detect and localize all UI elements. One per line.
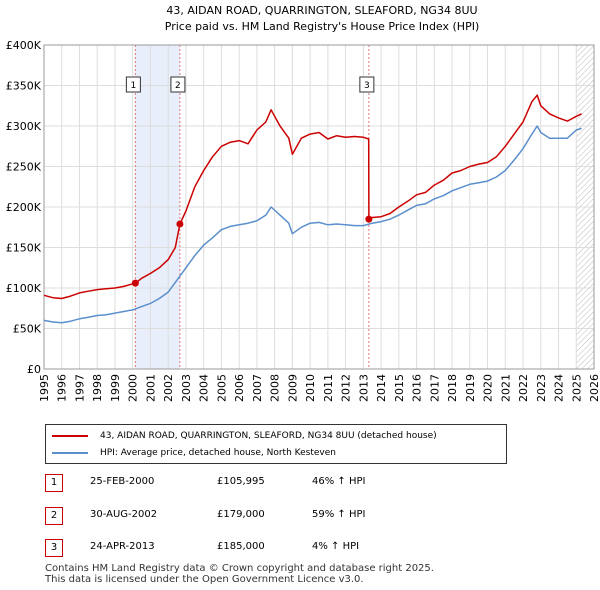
sale-point xyxy=(365,215,373,223)
price-chart: 43, AIDAN ROAD, QUARRINGTON, SLEAFORD, N… xyxy=(6,4,600,402)
sale-badge-label: 2 xyxy=(175,81,181,91)
sale-badge: 3 xyxy=(359,76,375,93)
sale-badge-label: 1 xyxy=(131,81,137,91)
y-tick-label: £150K xyxy=(6,242,42,255)
x-tick-label: 2010 xyxy=(304,374,317,402)
y-tick-label: £300K xyxy=(6,120,42,133)
x-tick-label: 2014 xyxy=(375,374,388,402)
x-tick-label: 2017 xyxy=(428,374,441,402)
x-tick-label: 2002 xyxy=(162,374,175,402)
x-tick-label: 2018 xyxy=(446,374,459,402)
chart-title: 43, AIDAN ROAD, QUARRINGTON, SLEAFORD, N… xyxy=(166,4,477,17)
x-tick-label: 2022 xyxy=(517,374,530,402)
legend-item-hpi: HPI: Average price, detached house, Nort… xyxy=(52,446,336,460)
x-tick-label: 2006 xyxy=(233,374,246,402)
x-tick-label: 2005 xyxy=(215,374,228,402)
transaction-price: £185,000 xyxy=(217,541,265,552)
y-tick-label: £350K xyxy=(6,80,42,93)
legend-label-property: 43, AIDAN ROAD, QUARRINGTON, SLEAFORD, N… xyxy=(100,431,437,441)
x-tick-label: 2008 xyxy=(269,374,282,402)
sale-point xyxy=(176,220,184,228)
plot-area: £0 £50K £100K £150K £200K £250K £300K £350K £400… xyxy=(6,39,600,402)
transaction-price: £105,995 xyxy=(217,476,265,487)
x-tick-label: 2025 xyxy=(570,374,583,402)
x-tick-label: 2026 xyxy=(588,374,600,402)
transaction-number: 3 xyxy=(45,539,63,557)
transaction-row: 3 24-APR-2013 £185,000 4% ↑ HPI xyxy=(45,539,405,557)
transaction-date: 24-APR-2013 xyxy=(90,541,155,552)
sale-point xyxy=(131,279,139,287)
x-tick-label: 1998 xyxy=(91,374,104,402)
x-tick-label: 1995 xyxy=(38,374,51,402)
x-tick-label: 2011 xyxy=(322,374,335,402)
x-tick-label: 2003 xyxy=(180,374,193,402)
y-tick-label: £50K xyxy=(13,323,42,336)
footer-copyright: Contains HM Land Registry data © Crown c… xyxy=(45,563,434,574)
property-price-line xyxy=(43,94,582,300)
x-tick-label: 2016 xyxy=(411,374,424,402)
x-tick-label: 2024 xyxy=(553,374,566,402)
x-tick-label: 2020 xyxy=(482,374,495,402)
x-tick-label: 2013 xyxy=(357,374,370,402)
legend-swatch-property xyxy=(52,435,88,437)
x-tick-label: 2004 xyxy=(198,374,211,402)
sale-badge: 2 xyxy=(170,76,186,93)
x-tick-label: 2001 xyxy=(144,374,157,402)
legend-swatch-hpi xyxy=(52,452,88,454)
transaction-date: 30-AUG-2002 xyxy=(90,509,158,520)
x-tick-label: 2007 xyxy=(251,374,264,402)
legend-label-hpi: HPI: Average price, detached house, Nort… xyxy=(100,448,336,458)
transaction-price: £179,000 xyxy=(217,509,265,520)
transaction-hpi: 59% ↑ HPI xyxy=(312,509,366,520)
legend-item-property: 43, AIDAN ROAD, QUARRINGTON, SLEAFORD, N… xyxy=(52,429,437,443)
chart-subtitle: Price paid vs. HM Land Registry's House … xyxy=(165,20,480,33)
y-tick-label: £250K xyxy=(6,161,42,174)
legend: 43, AIDAN ROAD, QUARRINGTON, SLEAFORD, N… xyxy=(45,424,507,464)
x-tick-label: 1996 xyxy=(56,374,69,402)
x-tick-label: 2015 xyxy=(393,374,406,402)
x-tick-label: 1997 xyxy=(73,374,86,402)
plot-frame xyxy=(43,44,595,370)
sale-badge: 1 xyxy=(125,76,141,93)
sale-badge-box xyxy=(170,76,186,93)
footer-license: This data is licensed under the Open Gov… xyxy=(45,574,364,585)
sale-badge-box xyxy=(359,76,375,93)
y-tick-label: £100K xyxy=(6,282,42,295)
x-tick-label: 2023 xyxy=(535,374,548,402)
transaction-hpi: 4% ↑ HPI xyxy=(312,541,360,552)
x-tick-label: 2009 xyxy=(286,374,299,402)
y-tick-label: £400K xyxy=(6,39,42,52)
x-tick-label: 2021 xyxy=(499,374,512,402)
x-tick-label: 2012 xyxy=(340,374,353,402)
transaction-hpi: 46% ↑ HPI xyxy=(312,476,366,487)
transaction-date: 25-FEB-2000 xyxy=(90,476,155,487)
transaction-number: 2 xyxy=(45,507,63,525)
transaction-row: 1 25-FEB-2000 £105,995 46% ↑ HPI xyxy=(45,474,405,492)
sale-badge-box xyxy=(125,76,141,93)
x-tick-label: 2019 xyxy=(464,374,477,402)
sale-badge-label: 3 xyxy=(364,81,370,91)
x-tick-label: 2000 xyxy=(127,374,140,402)
footer: Contains HM Land Registry data © Crown c… xyxy=(45,563,434,585)
hpi-line xyxy=(43,125,582,324)
transaction-number: 1 xyxy=(45,474,63,492)
x-tick-label: 1999 xyxy=(109,374,122,402)
y-tick-label: £0 xyxy=(27,363,41,376)
transaction-row: 2 30-AUG-2002 £179,000 59% ↑ HPI xyxy=(45,507,405,525)
y-tick-label: £200K xyxy=(6,201,42,214)
